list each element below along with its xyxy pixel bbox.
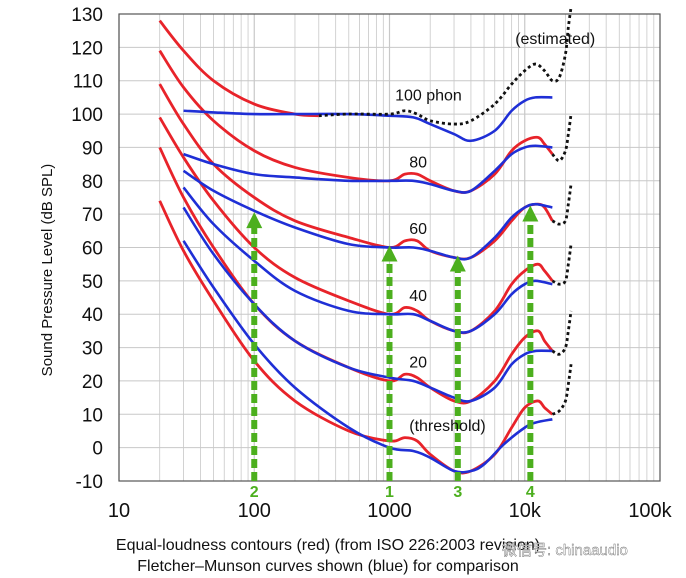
y-tick-label: 50 xyxy=(82,272,103,293)
iso-curve xyxy=(158,200,554,475)
iso-contours xyxy=(158,19,554,475)
x-tick-label: 100 xyxy=(238,500,271,522)
fm-curve xyxy=(182,206,553,403)
marker-2: 2 xyxy=(246,212,263,501)
y-tick-label: 110 xyxy=(73,72,103,93)
marker-arrowhead xyxy=(246,212,263,229)
frequency-markers: 2 1 3 4 xyxy=(246,205,539,501)
y-tick-label: 40 xyxy=(82,305,103,326)
curve-annotation: 20 xyxy=(409,355,427,372)
x-axis-ticks: 10 100 1000 10k 100k xyxy=(108,500,673,522)
marker-arrowhead xyxy=(449,255,466,272)
fm-curve xyxy=(182,169,553,261)
curve-annotation: 100 phon xyxy=(395,88,462,105)
estimated-curve xyxy=(551,364,573,416)
iso-curve xyxy=(158,146,554,405)
fm-curve xyxy=(183,144,553,194)
fm-curve xyxy=(182,186,553,334)
x-tick-label: 10k xyxy=(509,500,542,522)
y-tick-label: 80 xyxy=(82,172,103,193)
estimated-curves xyxy=(318,7,573,416)
marker-label: 2 xyxy=(250,484,259,501)
caption-line-1: Equal-loudness contours (red) (from ISO … xyxy=(116,537,540,554)
marker-arrowhead xyxy=(381,245,398,262)
marker-4: 4 xyxy=(522,205,539,501)
marker-3: 3 xyxy=(449,255,466,501)
y-axis-label: Sound Pressure Level (dB SPL) xyxy=(39,164,56,377)
marker-label: 3 xyxy=(453,484,462,501)
y-tick-label: 130 xyxy=(71,5,103,26)
y-tick-label: 120 xyxy=(71,38,103,59)
y-tick-label: 90 xyxy=(82,138,103,159)
x-tick-label: 1000 xyxy=(367,500,412,522)
x-tick-label: 10 xyxy=(108,500,130,522)
caption-line-2: Fletcher–Munson curves shown (blue) for … xyxy=(137,558,519,575)
y-tick-label: 70 xyxy=(82,205,103,226)
y-tick-label: 100 xyxy=(71,105,103,126)
curve-annotation: (threshold) xyxy=(409,418,485,435)
marker-label: 1 xyxy=(385,484,394,501)
marker-arrowhead xyxy=(522,205,539,222)
y-tick-label: 60 xyxy=(82,239,103,260)
fletcher-munson-curves xyxy=(182,95,553,474)
curve-annotation: 40 xyxy=(409,288,427,305)
fm-curve xyxy=(183,95,553,143)
iso-curve xyxy=(158,49,554,194)
y-tick-label: -10 xyxy=(76,472,103,493)
y-tick-label: 10 xyxy=(82,405,103,426)
y-tick-label: 30 xyxy=(82,339,103,360)
fm-curve xyxy=(182,240,553,474)
x-tick-label: 100k xyxy=(628,500,672,522)
curve-annotation: 60 xyxy=(409,221,427,238)
y-tick-label: 0 xyxy=(92,439,103,460)
marker-label: 4 xyxy=(526,484,535,501)
curve-annotation: 80 xyxy=(409,154,427,171)
curve-annotation: (estimated) xyxy=(515,31,595,48)
marker-1: 1 xyxy=(381,245,398,501)
estimated-curve xyxy=(318,7,573,126)
watermark: 微信号: chinaaudio xyxy=(502,542,628,559)
estimated-curve xyxy=(551,243,573,286)
curve-annotations: (estimated) 100 phon 80 60 40 20 (threshold) xyxy=(395,31,595,435)
estimated-curve xyxy=(551,183,573,226)
estimated-curve xyxy=(551,113,573,163)
y-axis-ticks: -10 0 10 20 30 40 50 60 70 80 90 100 110 120 130 xyxy=(71,5,103,493)
y-tick-label: 20 xyxy=(82,372,103,393)
iso-curve xyxy=(158,116,554,335)
